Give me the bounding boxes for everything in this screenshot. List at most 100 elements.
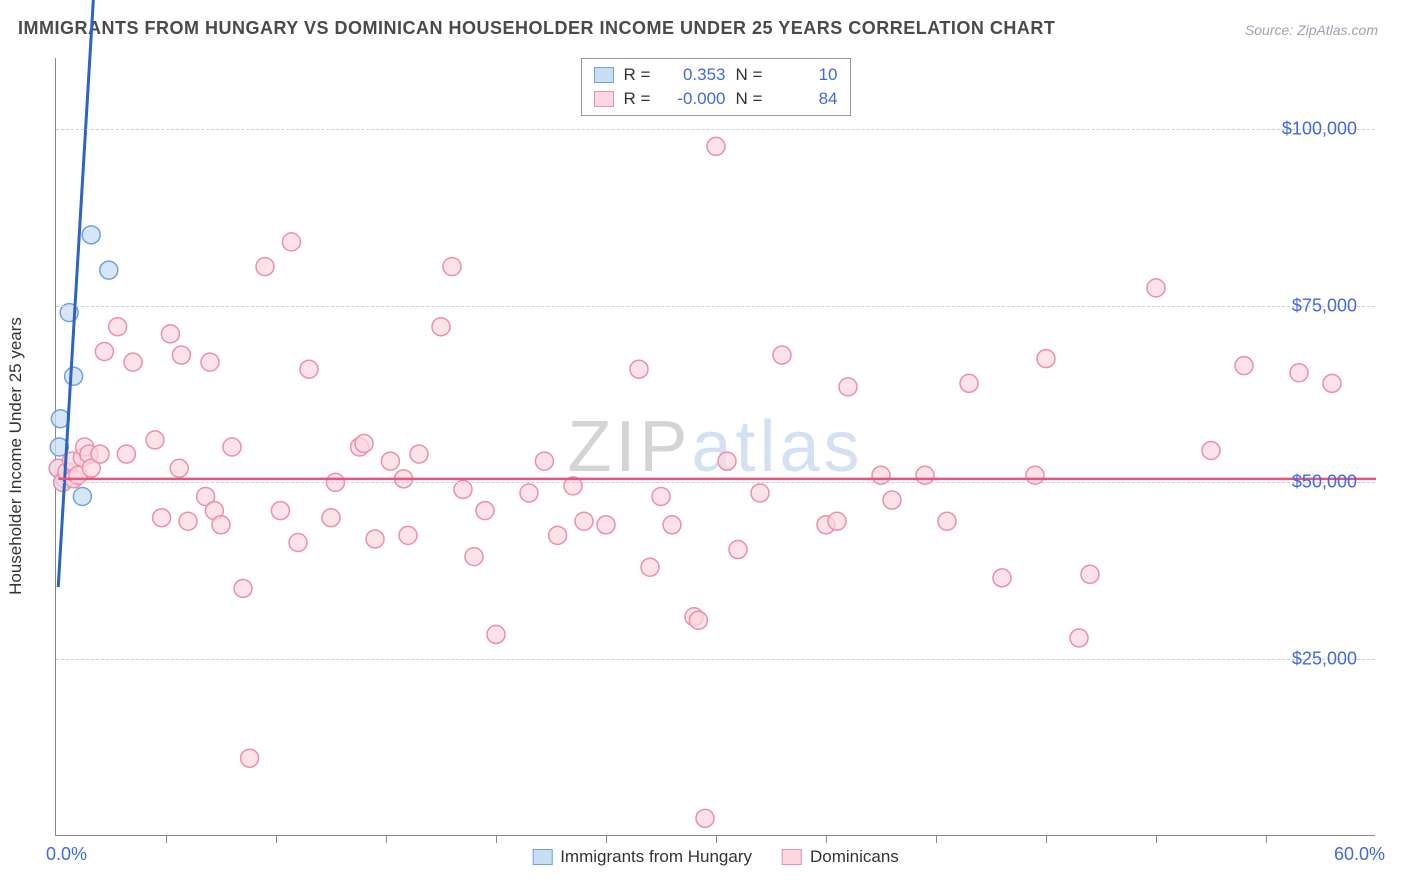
source-attribution: Source: ZipAtlas.com xyxy=(1245,22,1378,38)
r-value-hungary: 0.353 xyxy=(666,65,726,85)
swatch-dominican-icon xyxy=(782,849,802,865)
data-point xyxy=(1290,364,1308,382)
data-point xyxy=(223,438,241,456)
x-tick xyxy=(1156,835,1157,843)
y-tick-label: $75,000 xyxy=(1292,295,1357,316)
data-point xyxy=(993,569,1011,587)
data-point xyxy=(109,318,127,336)
data-point xyxy=(212,516,230,534)
x-tick xyxy=(386,835,387,843)
x-tick xyxy=(1046,835,1047,843)
x-tick xyxy=(496,835,497,843)
data-point xyxy=(95,343,113,361)
n-value-dominican: 84 xyxy=(778,89,838,109)
legend-label-hungary: Immigrants from Hungary xyxy=(560,847,752,867)
x-tick xyxy=(936,835,937,843)
data-point xyxy=(535,452,553,470)
data-point xyxy=(729,541,747,559)
data-point xyxy=(630,360,648,378)
chart-svg xyxy=(56,58,1375,835)
data-point xyxy=(1147,279,1165,297)
data-point xyxy=(355,434,373,452)
plot-area: ZIPatlas R = 0.353 N = 10 R = -0.000 N =… xyxy=(55,58,1375,836)
y-tick-label: $50,000 xyxy=(1292,472,1357,493)
data-point xyxy=(124,353,142,371)
data-point xyxy=(1037,350,1055,368)
x-axis-min-label: 0.0% xyxy=(46,844,87,865)
gridline-h xyxy=(56,482,1375,483)
data-point xyxy=(938,512,956,530)
data-point xyxy=(432,318,450,336)
x-axis-max-label: 60.0% xyxy=(1334,844,1385,865)
data-point xyxy=(366,530,384,548)
data-point xyxy=(641,558,659,576)
data-point xyxy=(1202,442,1220,460)
r-label: R = xyxy=(624,89,656,109)
legend-correlation: R = 0.353 N = 10 R = -0.000 N = 84 xyxy=(581,58,851,116)
data-point xyxy=(322,509,340,527)
data-point xyxy=(575,512,593,530)
data-point xyxy=(652,488,670,506)
data-point xyxy=(289,533,307,551)
legend-label-dominican: Dominicans xyxy=(810,847,899,867)
y-tick-label: $25,000 xyxy=(1292,649,1357,670)
data-point xyxy=(476,502,494,520)
swatch-hungary-icon xyxy=(532,849,552,865)
data-point xyxy=(828,512,846,530)
legend-series: Immigrants from Hungary Dominicans xyxy=(532,847,899,867)
data-point xyxy=(597,516,615,534)
data-point xyxy=(146,431,164,449)
x-tick xyxy=(826,835,827,843)
data-point xyxy=(117,445,135,463)
r-label: R = xyxy=(624,65,656,85)
r-value-dominican: -0.000 xyxy=(666,89,726,109)
x-tick xyxy=(606,835,607,843)
data-point xyxy=(399,526,417,544)
x-tick xyxy=(276,835,277,843)
data-point xyxy=(410,445,428,463)
data-point xyxy=(1235,357,1253,375)
n-label: N = xyxy=(736,89,768,109)
data-point xyxy=(443,258,461,276)
data-point xyxy=(300,360,318,378)
data-point xyxy=(1323,374,1341,392)
data-point xyxy=(696,809,714,827)
gridline-h xyxy=(56,129,1375,130)
data-point xyxy=(465,548,483,566)
x-tick xyxy=(1266,835,1267,843)
legend-row-dominican: R = -0.000 N = 84 xyxy=(594,87,838,111)
data-point xyxy=(282,233,300,251)
y-axis-title: Householder Income Under 25 years xyxy=(6,317,26,595)
y-tick-label: $100,000 xyxy=(1282,118,1357,139)
swatch-hungary xyxy=(594,67,614,83)
data-point xyxy=(73,488,91,506)
x-tick xyxy=(716,835,717,843)
data-point xyxy=(883,491,901,509)
data-point xyxy=(179,512,197,530)
chart-title: IMMIGRANTS FROM HUNGARY VS DOMINICAN HOU… xyxy=(18,18,1055,39)
data-point xyxy=(381,452,399,470)
gridline-h xyxy=(56,306,1375,307)
data-point xyxy=(161,325,179,343)
data-point xyxy=(839,378,857,396)
legend-row-hungary: R = 0.353 N = 10 xyxy=(594,63,838,87)
data-point xyxy=(82,226,100,244)
data-point xyxy=(234,579,252,597)
data-point xyxy=(172,346,190,364)
n-label: N = xyxy=(736,65,768,85)
data-point xyxy=(960,374,978,392)
legend-item-dominican: Dominicans xyxy=(782,847,899,867)
data-point xyxy=(65,367,83,385)
data-point xyxy=(751,484,769,502)
data-point xyxy=(201,353,219,371)
data-point xyxy=(1081,565,1099,583)
data-point xyxy=(689,611,707,629)
n-value-hungary: 10 xyxy=(778,65,838,85)
data-point xyxy=(487,625,505,643)
gridline-h xyxy=(56,659,1375,660)
data-point xyxy=(91,445,109,463)
data-point xyxy=(153,509,171,527)
data-point xyxy=(549,526,567,544)
x-tick xyxy=(166,835,167,843)
data-point xyxy=(663,516,681,534)
